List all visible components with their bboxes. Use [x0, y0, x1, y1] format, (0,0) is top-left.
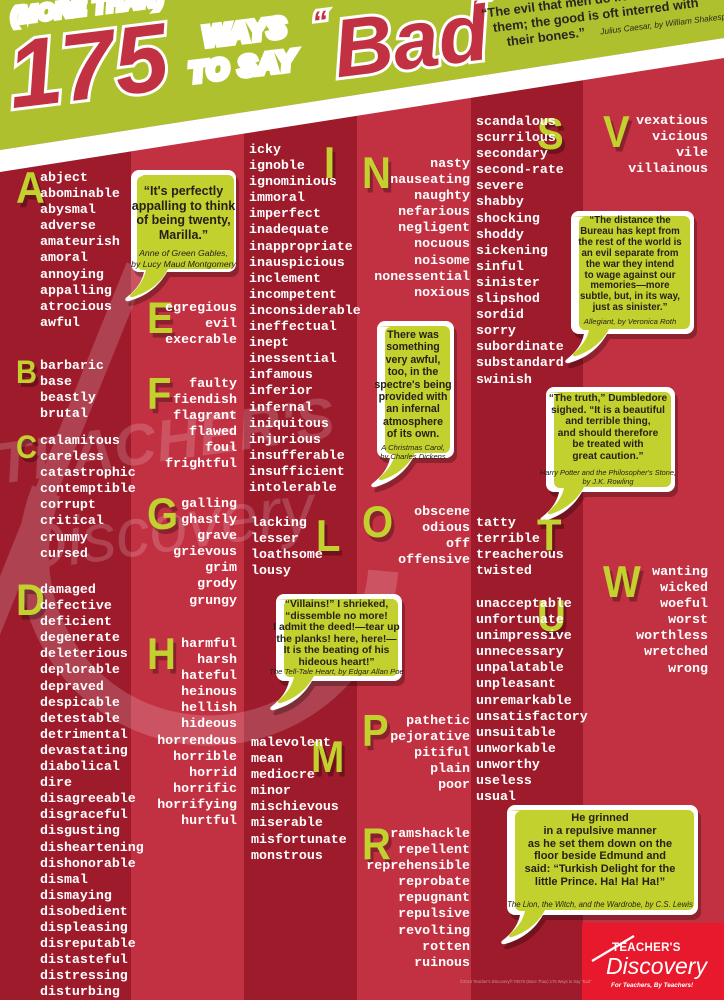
svg-text:For Teachers, By Teachers!: For Teachers, By Teachers! [611, 982, 693, 989]
